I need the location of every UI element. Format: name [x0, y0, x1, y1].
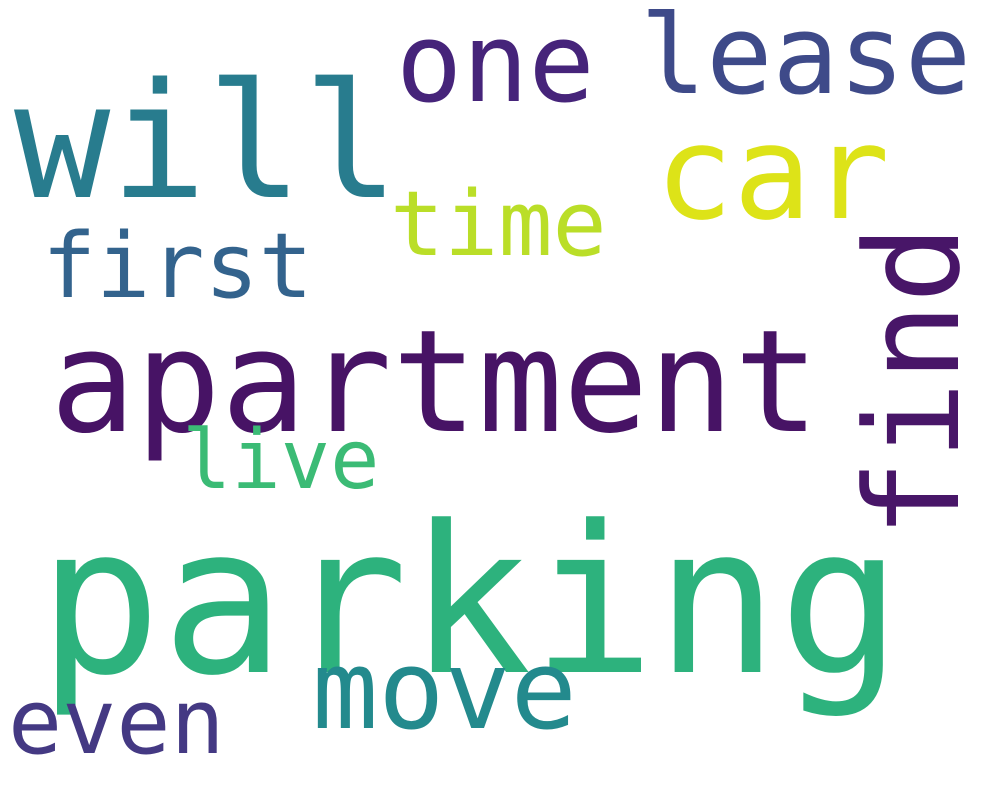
word-will: will — [14, 48, 400, 235]
word-apartment: apartment — [50, 300, 820, 465]
word-move: move — [312, 626, 577, 754]
word-time: time — [390, 172, 607, 277]
word-parking: parking — [38, 483, 902, 721]
word-one: one — [396, 0, 595, 127]
word-live: live — [182, 413, 380, 508]
word-even: even — [8, 670, 225, 775]
word-lease: lease — [640, 0, 972, 119]
word-find: find — [837, 224, 989, 538]
word-first: first — [42, 214, 313, 319]
word-car: car — [655, 97, 890, 249]
